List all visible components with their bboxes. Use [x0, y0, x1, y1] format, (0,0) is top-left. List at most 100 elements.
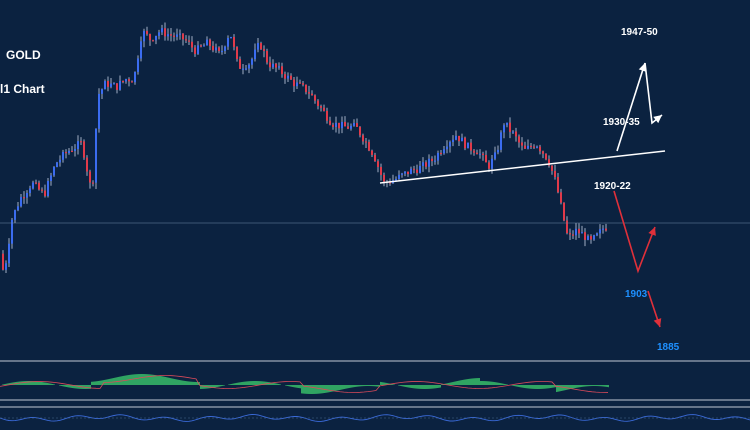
histogram-bar: [34, 381, 35, 385]
histogram-bar: [211, 385, 212, 388]
histogram-bar: [170, 378, 171, 385]
histogram-bar: [152, 374, 153, 385]
candle-bear: [383, 174, 385, 182]
candle-bull: [443, 149, 445, 154]
histogram-bar: [476, 378, 477, 385]
histogram-bar: [591, 385, 592, 387]
candle-bull: [455, 135, 457, 140]
histogram-bar: [487, 381, 488, 385]
candle-bull: [581, 232, 583, 234]
histogram-bar: [370, 385, 371, 387]
histogram-bar: [260, 381, 261, 385]
histogram-bar: [237, 382, 238, 385]
histogram-bar: [172, 378, 173, 385]
histogram-bar: [415, 385, 416, 389]
candle-bear: [320, 106, 322, 108]
histogram-bar: [587, 385, 588, 387]
histogram-bar: [367, 385, 368, 387]
histogram-bar: [576, 385, 577, 388]
histogram-bar: [307, 385, 308, 394]
histogram-bar: [45, 382, 46, 385]
histogram-bar: [101, 380, 102, 385]
candle-bear: [275, 63, 277, 68]
histogram-bar: [72, 385, 73, 389]
candle-bear: [83, 141, 85, 158]
candle-bear: [416, 169, 418, 173]
histogram-bar: [450, 382, 451, 385]
histogram-bar: [579, 385, 580, 388]
histogram-bar: [345, 385, 346, 389]
histogram-bar: [554, 385, 555, 388]
histogram-bar: [290, 385, 291, 387]
histogram-bar: [436, 385, 437, 389]
candle-bear: [191, 41, 193, 48]
histogram-bar: [608, 385, 609, 388]
histogram-bar: [410, 385, 411, 388]
candle-bull: [26, 193, 28, 198]
histogram-bar: [468, 378, 469, 385]
histogram-bar: [256, 381, 257, 385]
histogram-bar: [271, 382, 272, 385]
histogram-bar: [144, 374, 145, 385]
histogram-bar: [173, 378, 174, 385]
candle-bull: [179, 33, 181, 35]
histogram-bar: [243, 381, 244, 385]
candle-bull: [410, 168, 412, 175]
histogram-bar: [131, 374, 132, 385]
histogram-bar: [519, 385, 520, 388]
histogram-bar: [40, 381, 41, 385]
histogram-bar: [561, 385, 562, 391]
histogram-bar: [433, 385, 434, 389]
candle-bull: [167, 34, 169, 37]
histogram-bar: [272, 382, 273, 385]
histogram-bar: [54, 384, 55, 385]
candle-bear: [371, 150, 373, 155]
histogram-bar: [193, 381, 194, 385]
histogram-bar: [392, 384, 393, 385]
histogram-bar: [154, 374, 155, 385]
candle-bull: [20, 197, 22, 207]
histogram-bar: [305, 385, 306, 394]
histogram-bar: [594, 385, 595, 387]
histogram-bar: [167, 377, 168, 385]
candle-bear: [464, 137, 466, 149]
histogram-bar: [347, 385, 348, 389]
candle-bear: [149, 34, 151, 41]
candle-bull: [341, 121, 343, 129]
histogram-bar: [542, 385, 543, 389]
histogram-bar: [376, 385, 377, 387]
histogram-bar: [50, 383, 51, 385]
histogram-bar: [411, 385, 412, 388]
histogram-bar: [301, 385, 302, 394]
histogram-bar: [136, 374, 137, 385]
histogram-bar: [178, 379, 179, 385]
candle-bear: [569, 233, 571, 235]
candle-bull: [221, 50, 223, 53]
histogram-bar: [248, 381, 249, 385]
histogram-bar: [219, 385, 220, 387]
candle-bear: [425, 162, 427, 167]
histogram-bar: [409, 385, 410, 388]
histogram-bar: [348, 385, 349, 389]
histogram-bar: [29, 381, 30, 385]
histogram-bar: [220, 385, 221, 387]
histogram-bar: [155, 375, 156, 385]
histogram-bar: [244, 381, 245, 385]
histogram-bar: [236, 382, 237, 385]
bearish-arrow-bounce-head: [648, 227, 656, 236]
histogram-bar: [73, 385, 74, 389]
histogram-bar: [7, 383, 8, 385]
histogram-bar: [117, 377, 118, 385]
candle-bull: [224, 46, 226, 51]
histogram-bar: [326, 385, 327, 393]
histogram-bar: [276, 383, 277, 385]
histogram-bar: [343, 385, 344, 390]
histogram-bar: [287, 385, 288, 386]
candle-bear: [590, 236, 592, 240]
histogram-bar: [286, 385, 287, 386]
histogram-bar: [372, 385, 373, 387]
candle-bear: [35, 182, 37, 184]
candle-bear: [266, 51, 268, 63]
histogram-bar: [315, 385, 316, 394]
